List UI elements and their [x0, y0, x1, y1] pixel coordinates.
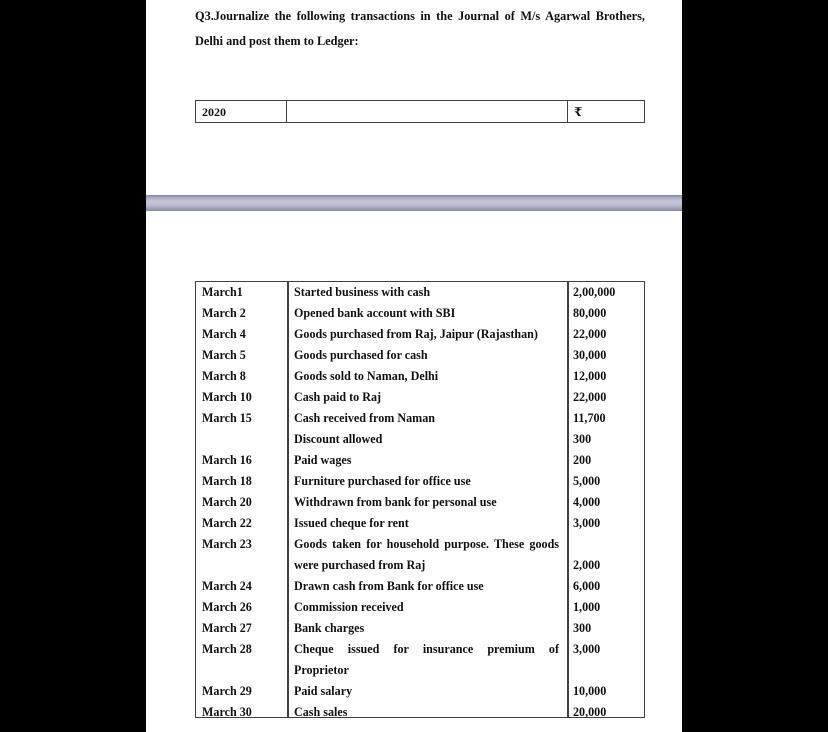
transaction-date-cell: March 20 — [202, 495, 252, 509]
transaction-date-cell: March1 — [202, 285, 243, 299]
period-year-cell: 2020 — [196, 101, 287, 122]
document-page-bottom: March1 Started business with cash 2,00,000… — [146, 214, 682, 732]
transaction-particulars-cell: Cheque issued for insurance premium of P… — [294, 642, 563, 677]
table-row: March 26 Commission received 1,000 — [196, 597, 644, 618]
transaction-date-cell: March 26 — [202, 600, 252, 614]
table-row: March 18 Furniture purchased for office u… — [196, 471, 644, 492]
transaction-amount-cell: 6,000 — [573, 579, 601, 593]
table-row: March 15 Cash received from Naman 11,700 — [196, 408, 644, 429]
question-heading: Q3.Journalize the following transactions… — [195, 4, 645, 54]
page-break-separator — [146, 190, 682, 216]
transaction-amount-cell: 2,00,000 — [573, 285, 616, 299]
table-row: March 10 Cash paid to Raj 22,000 — [196, 387, 644, 408]
table-row: March 23 Goods taken for household purpos… — [196, 534, 644, 576]
transaction-amount-cell: 22,000 — [573, 327, 607, 341]
question-text: Journalize the following transactions in… — [195, 9, 645, 48]
period-particulars-cell — [287, 101, 568, 122]
transaction-particulars-cell: Discount allowed — [294, 432, 383, 446]
transaction-date-cell: March 22 — [202, 516, 252, 530]
document-page-top: Q3.Journalize the following transactions… — [146, 0, 682, 193]
transaction-amount-cell: 20,000 — [573, 705, 607, 719]
transaction-date-cell: March 16 — [202, 453, 252, 467]
transaction-amount-cell: 10,000 — [573, 684, 607, 698]
transaction-amount-cell: 3,000 — [573, 642, 601, 656]
table-row: March 30 Cash sales 20,000 — [196, 702, 644, 723]
transaction-particulars-cell: Bank charges — [294, 621, 365, 635]
column-divider-amount — [567, 282, 569, 717]
transaction-amount-cell: 2,000 — [573, 558, 601, 572]
table-row: 2020 ₹ — [196, 101, 644, 122]
table-row: March1 Started business with cash 2,00,000 — [196, 282, 644, 303]
transaction-date-cell: March 29 — [202, 684, 252, 698]
transaction-particulars-cell: Paid salary — [294, 684, 353, 698]
transaction-date-cell: March 24 — [202, 579, 252, 593]
transaction-date-cell: March 27 — [202, 621, 252, 635]
transaction-amount-cell: 22,000 — [573, 390, 607, 404]
rupee-symbol-icon: ₹ — [574, 105, 583, 119]
transaction-particulars-cell: Goods sold to Naman, Delhi — [294, 369, 439, 383]
table-row: March 2 Opened bank account with SBI 80,00… — [196, 303, 644, 324]
transaction-amount-cell: 11,700 — [573, 411, 606, 425]
table-row: Discount allowed 300 — [196, 429, 644, 450]
transactions-table-body: March1 Started business with cash 2,00,000… — [196, 282, 644, 719]
period-amount-cell: ₹ — [568, 101, 644, 122]
column-divider-date — [287, 282, 289, 717]
transaction-particulars-cell: Furniture purchased for office use — [294, 474, 471, 488]
table-row: March 5 Goods purchased for cash 30,000 — [196, 345, 644, 366]
page-break-bar — [146, 195, 682, 211]
transaction-amount-cell: 5,000 — [573, 474, 601, 488]
period-header-table: 2020 ₹ — [195, 100, 645, 123]
transaction-amount-cell: 30,000 — [573, 348, 607, 362]
transaction-date-cell: March 28 — [202, 642, 252, 656]
table-row: March 16 Paid wages 200 — [196, 450, 644, 471]
table-row: March 22 Issued cheque for rent 3,000 — [196, 513, 644, 534]
transaction-particulars-cell: Goods taken for household purpose. These… — [294, 537, 563, 572]
transaction-date-cell: March 15 — [202, 411, 252, 425]
transaction-date-cell: March 30 — [202, 705, 252, 719]
transaction-particulars-cell: Cash received from Naman — [294, 411, 435, 425]
table-row: March 4 Goods purchased from Raj, Jaipur … — [196, 324, 644, 345]
transaction-particulars-cell: Issued cheque for rent — [294, 516, 409, 530]
question-number: Q3. — [195, 9, 214, 23]
table-row: March 20 Withdrawn from bank for personal… — [196, 492, 644, 513]
transaction-particulars-cell: Withdrawn from bank for personal use — [294, 495, 497, 509]
transactions-row-container: March1 Started business with cash 2,00,000… — [196, 282, 644, 723]
transaction-date-cell: March 4 — [202, 327, 246, 341]
transaction-amount-cell: 200 — [573, 453, 592, 467]
transaction-amount-cell: 4,000 — [573, 495, 601, 509]
transaction-date-cell: March 2 — [202, 306, 246, 320]
transaction-amount-cell: 300 — [573, 432, 592, 446]
transaction-amount-cell: 1,000 — [573, 600, 601, 614]
transaction-amount-cell: 12,000 — [573, 369, 607, 383]
table-row: March 29 Paid salary 10,000 — [196, 681, 644, 702]
transactions-table: March1 Started business with cash 2,00,000… — [195, 281, 645, 719]
transaction-date-cell: March 5 — [202, 348, 246, 362]
transaction-particulars-cell: Commission received — [294, 600, 404, 614]
transaction-particulars-cell: Cash paid to Raj — [294, 390, 382, 404]
table-row: March 24 Drawn cash from Bank for office … — [196, 576, 644, 597]
transaction-amount-cell: 3,000 — [573, 516, 601, 530]
transaction-particulars-cell: Opened bank account with SBI — [294, 306, 456, 320]
period-year-label: 2020 — [202, 105, 226, 119]
transaction-date-cell: March 10 — [202, 390, 252, 404]
transaction-particulars-cell: Drawn cash from Bank for office use — [294, 579, 484, 593]
transaction-particulars-cell: Goods purchased from Raj, Jaipur (Rajast… — [294, 327, 538, 341]
transaction-date-cell: March 23 — [202, 537, 252, 551]
transaction-particulars-cell: Cash sales — [294, 705, 348, 719]
transaction-date-cell: March 18 — [202, 474, 252, 488]
transaction-date-cell: March 8 — [202, 369, 246, 383]
table-row: March 8 Goods sold to Naman, Delhi 12,000 — [196, 366, 644, 387]
transaction-particulars-cell: Started business with cash — [294, 285, 431, 299]
transaction-amount-cell: 300 — [573, 621, 592, 635]
transaction-particulars-cell: Paid wages — [294, 453, 352, 467]
table-row: March 27 Bank charges 300 — [196, 618, 644, 639]
transaction-particulars-cell: Goods purchased for cash — [294, 348, 428, 362]
table-row: March 28 Cheque issued for insurance prem… — [196, 639, 644, 681]
transaction-amount-cell: 80,000 — [573, 306, 607, 320]
